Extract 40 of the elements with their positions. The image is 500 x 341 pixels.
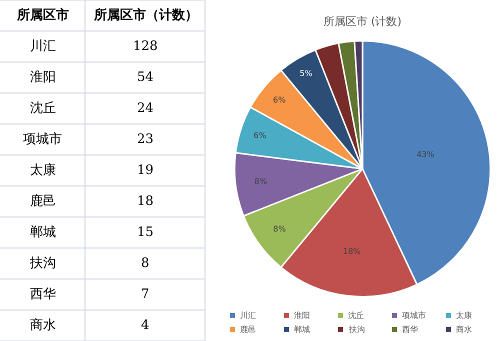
- data-label: 7: [141, 287, 150, 302]
- data-label: 19: [137, 163, 154, 178]
- category-label: 川汇: [30, 39, 56, 54]
- data-label: 43%: [416, 150, 435, 160]
- category-label: 太康: [30, 163, 56, 178]
- legend-label: 扶沟: [348, 325, 365, 334]
- data-label: 128: [133, 39, 158, 54]
- data-label: 8%: [254, 177, 268, 186]
- data-label: 15: [137, 225, 154, 240]
- category-label: 鹿邑: [30, 194, 56, 209]
- category-label: 商水: [30, 318, 56, 333]
- legend-label: 郸城: [294, 325, 310, 334]
- data-label: 6%: [254, 131, 267, 140]
- data-label: 8%: [273, 224, 286, 234]
- legend-label: 太康: [456, 311, 472, 320]
- category-label: 郸城: [30, 225, 56, 240]
- category-label: 项城市: [23, 132, 62, 147]
- data-label: 24: [137, 101, 154, 116]
- data-label: 8: [141, 256, 150, 271]
- text: 所属区市: [16, 7, 69, 23]
- category-label: 淮阳: [30, 70, 56, 85]
- data-label: 5%: [300, 69, 313, 78]
- legend-label: 川汇: [240, 311, 256, 320]
- legend-label: 淮阳: [294, 311, 310, 320]
- data-label: 54: [137, 70, 154, 85]
- data-label: 23: [137, 132, 154, 147]
- text: 所属区市（计数）: [93, 7, 198, 23]
- data-label: 6%: [272, 96, 286, 105]
- legend-label: 商水: [456, 325, 472, 334]
- chart-title: 所属区市 (计数): [323, 14, 402, 28]
- legend-label: 西华: [402, 325, 418, 334]
- data-label: 18%: [342, 246, 362, 256]
- data-label: 4: [141, 318, 150, 333]
- data-label: 18: [137, 194, 154, 209]
- category-label: 沈丘: [30, 101, 56, 116]
- category-label: 西华: [30, 287, 56, 302]
- legend-label: 项城市: [402, 311, 426, 320]
- legend-label: 鹿邑: [240, 325, 256, 334]
- legend-label: 沈丘: [348, 311, 364, 320]
- category-label: 扶沟: [29, 256, 56, 271]
